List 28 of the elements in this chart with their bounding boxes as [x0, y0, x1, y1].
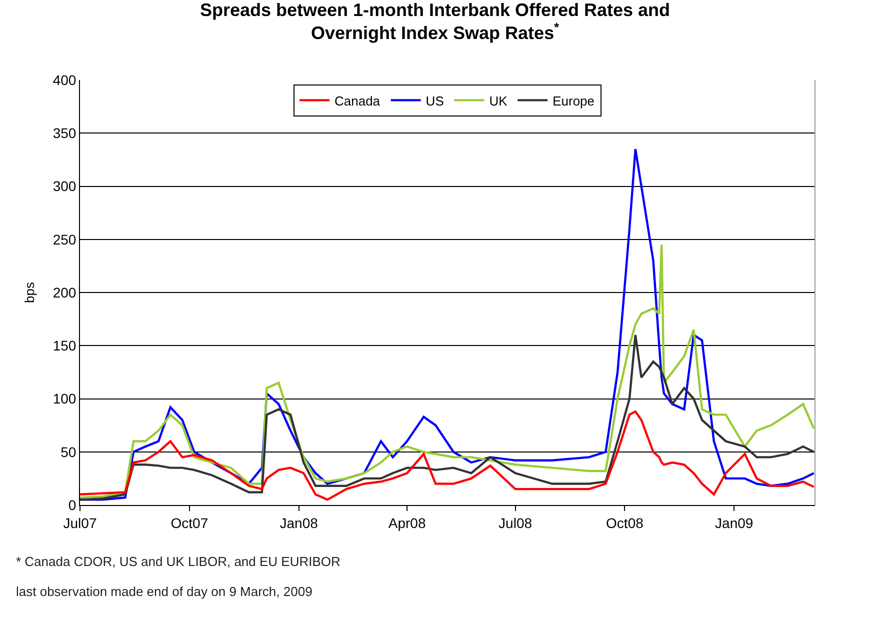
y-tick-label: 200 — [52, 284, 76, 300]
y-tick-label: 300 — [52, 178, 76, 194]
legend-label: Europe — [552, 93, 595, 108]
text: * Canada CDOR, US and UK LIBOR, and EU EURIBOR — [16, 554, 340, 569]
x-tick-label: Jul08 — [498, 514, 532, 531]
legend-label: US — [426, 93, 444, 108]
y-tick-label: 100 — [52, 390, 76, 407]
legend-label: UK — [489, 93, 508, 108]
chart-title: Spreads between 1-month Interbank Offered Rates and Overnight Index Swap Rates$^{*}$ — [200, 0, 670, 44]
x-tick-label: Jul07 — [63, 514, 97, 531]
x-tick-label: Apr08 — [388, 514, 426, 531]
x-tick-label: Oct07 — [170, 514, 208, 531]
line-series — [80, 148, 815, 501]
y-tick-label: 250 — [52, 231, 76, 248]
x-tick-label: Jan09 — [715, 514, 754, 531]
y-tick-label: 150 — [52, 338, 76, 354]
y-tick-label: 350 — [52, 125, 76, 142]
line-series — [80, 244, 815, 499]
x-tick-label: Oct08 — [606, 514, 644, 531]
x-tick-label: Jan08 — [280, 514, 318, 531]
legend-label: Canada — [334, 93, 381, 108]
y-tick-label: 0 — [68, 496, 76, 513]
y-axis-title: bps — [22, 282, 37, 303]
y-tick-label: 400 — [52, 72, 76, 88]
y-tick-label: 50 — [60, 444, 76, 460]
line-series — [80, 334, 815, 501]
text: last observation made end of day on 9 March, 2009 — [16, 584, 312, 599]
line-series — [80, 410, 815, 501]
